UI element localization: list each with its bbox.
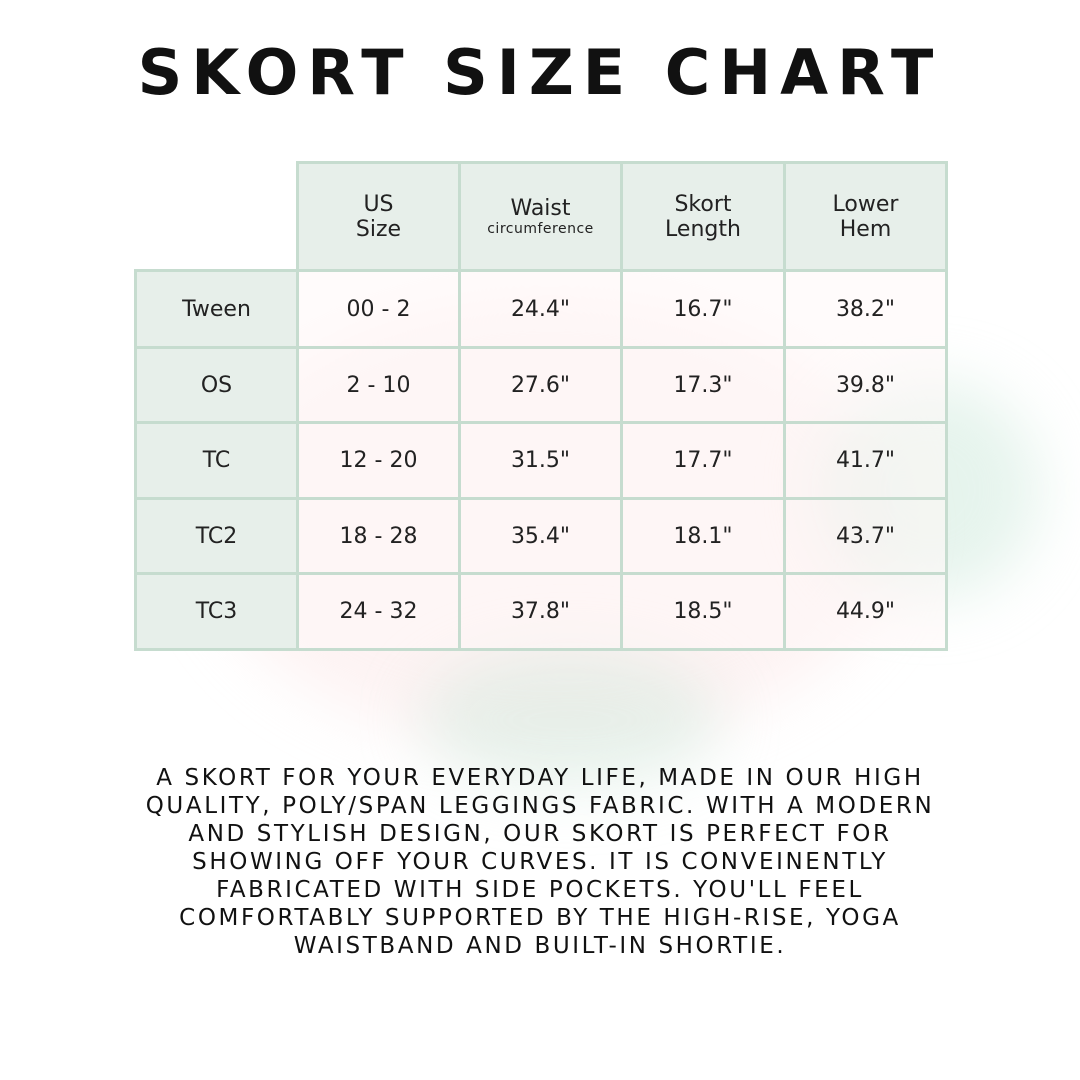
header-line: Hem [839, 216, 892, 242]
cell-value: 44.9" [835, 599, 896, 624]
size-label: TC3 [195, 599, 238, 624]
size-label: OS [200, 372, 233, 398]
row-header: TC2 [134, 497, 299, 575]
cell-value: 31.5" [510, 448, 571, 473]
table-cell: 38.2" [783, 269, 948, 349]
table-cell: 31.5" [458, 421, 623, 500]
page-title: SKORT SIZE CHART [137, 36, 943, 109]
table-cell: 2 - 10 [296, 346, 461, 424]
row-header: TC3 [134, 572, 299, 651]
cell-value: 37.8" [510, 599, 571, 624]
cell-value: 2 - 10 [346, 372, 411, 398]
column-header: Lower Hem [783, 161, 948, 272]
cell-value: 18.1" [673, 523, 733, 549]
description-line: and stylish design, our skort is perfect… [188, 821, 892, 847]
cell-value: 24.4" [510, 296, 571, 322]
cell-value: 17.7" [673, 448, 733, 473]
header-line: US [363, 191, 394, 217]
cactus-watermark [420, 650, 720, 790]
table-cell: 41.7" [783, 421, 948, 500]
description-line: quality, poly/span leggings fabric. With… [145, 793, 935, 819]
header-line: Size [355, 216, 402, 242]
header-line: Lower [832, 191, 899, 217]
table-cell: 12 - 20 [296, 421, 461, 500]
description-line: A skort for your everyday life, made in … [156, 765, 924, 791]
cell-value: 00 - 2 [346, 296, 411, 322]
size-label: TC [202, 448, 231, 473]
table-cell: 00 - 2 [296, 269, 461, 349]
description-line: waistband and built-in shortie. [293, 933, 787, 959]
row-header: OS [134, 346, 299, 424]
table-cell: 18.5" [620, 572, 786, 651]
cell-value: 17.3" [673, 372, 733, 398]
header-subtitle: circumference [487, 221, 594, 237]
cell-value: 18 - 28 [339, 523, 418, 549]
column-header: US Size [296, 161, 461, 272]
header-line: Skort [674, 191, 732, 217]
size-label: TC2 [195, 523, 238, 549]
cell-value: 39.8" [835, 372, 896, 398]
row-header: Tween [134, 269, 299, 349]
table-cell: 43.7" [783, 497, 948, 575]
description-line: fabricated with side pockets. You'll fee… [216, 877, 864, 903]
table-cell: 18.1" [620, 497, 786, 575]
table-cell: 44.9" [783, 572, 948, 651]
cell-value: 16.7" [673, 296, 733, 322]
cell-value: 18.5" [673, 599, 733, 624]
cell-value: 24 - 32 [339, 599, 418, 624]
table-cell: 39.8" [783, 346, 948, 424]
table-cell: 35.4" [458, 497, 623, 575]
table-cell: 16.7" [620, 269, 786, 349]
header-line: Length [665, 216, 741, 242]
size-label: Tween [182, 296, 251, 322]
header-line: Waist [510, 196, 571, 221]
cell-value: 35.4" [510, 523, 571, 549]
cell-value: 43.7" [835, 523, 896, 549]
description-line: comfortably supported by the high-rise, … [179, 905, 901, 931]
table-cell: 17.3" [620, 346, 786, 424]
row-header: TC [134, 421, 299, 500]
description-line: showing off your curves. It is conveinen… [192, 849, 888, 875]
cell-value: 41.7" [835, 448, 896, 473]
table-cell: 37.8" [458, 572, 623, 651]
cell-value: 27.6" [510, 372, 571, 398]
table-cell: 17.7" [620, 421, 786, 500]
product-description: A skort for your everyday life, made in … [0, 764, 1080, 960]
cell-value: 12 - 20 [339, 448, 418, 473]
table-cell: 24 - 32 [296, 572, 461, 651]
column-header: Waist circumference [458, 161, 623, 272]
table-cell: 24.4" [458, 269, 623, 349]
cell-value: 38.2" [835, 296, 896, 322]
table-cell: 18 - 28 [296, 497, 461, 575]
column-header: Skort Length [620, 161, 786, 272]
table-cell: 27.6" [458, 346, 623, 424]
